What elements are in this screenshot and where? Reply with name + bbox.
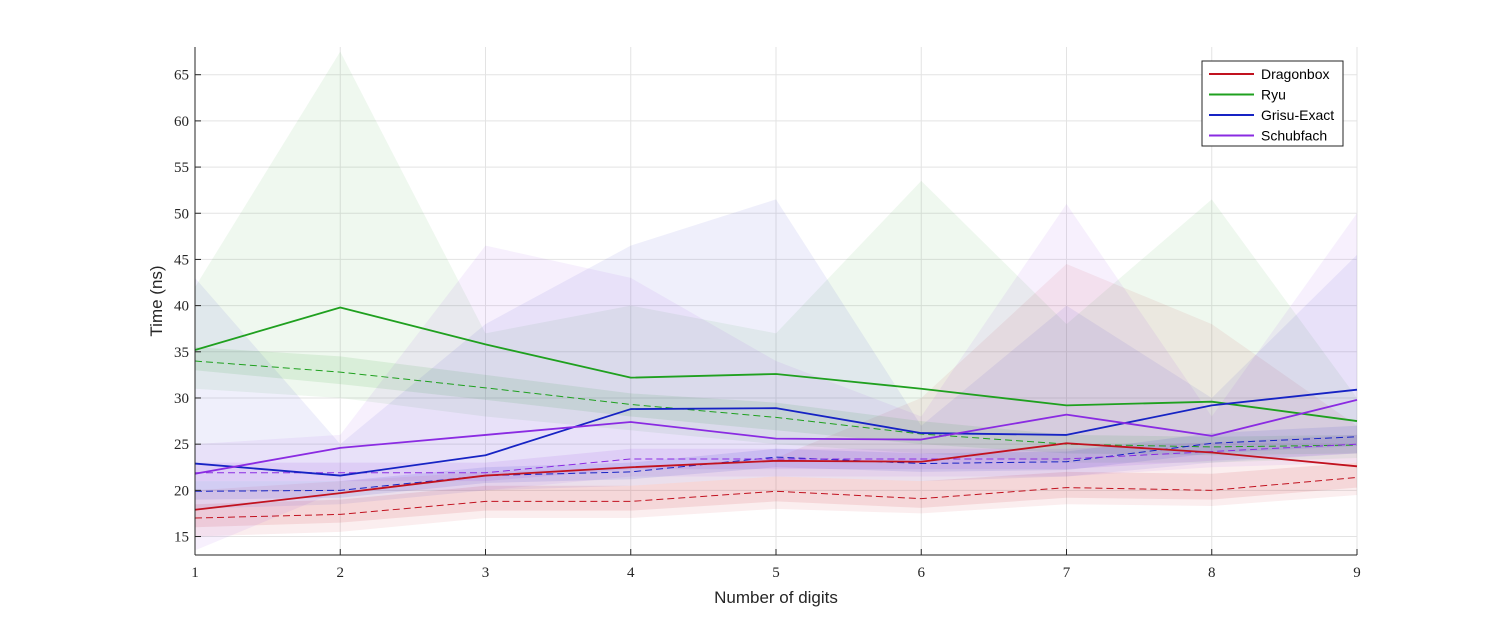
ryu-outer-band [195,51,1357,463]
x-axis-label: Number of digits [714,588,838,607]
y-tick-label-25: 25 [174,437,189,453]
y-tick-label-50: 50 [174,206,189,222]
dragonbox-line [194,442,1358,511]
y-tick-label-40: 40 [174,299,189,315]
dragonbox-inner-band [195,462,1357,528]
confidence-bands [195,51,1357,551]
legend-box [1201,60,1344,147]
x-tick-label-5: 5 [772,565,780,581]
x-tick-labels: 1 2 3 4 5 6 7 8 9 [191,565,1361,581]
legend-label-dragonbox: Dragonbox [1261,66,1330,82]
grisu-exact-inner-band [195,425,1357,500]
x-tick-label-1: 1 [191,565,199,581]
x-tick-label-6: 6 [918,565,926,581]
schubfach-inner-band [195,434,1357,482]
legend: Dragonbox Ryu Grisu-Exact Schubfach [1201,60,1344,147]
schubfach-outer-band [195,204,1357,551]
y-tick-label-60: 60 [174,114,189,130]
y-tick-label-20: 20 [174,483,189,499]
y-tick-label-30: 30 [174,391,189,407]
x-tick-label-9: 9 [1353,565,1361,581]
axes [194,47,1358,556]
ryu-median-line [194,360,1358,448]
x-tick-label-3: 3 [482,565,490,581]
y-axis-label: Time (ns) [147,265,166,336]
grisu-exact-outer-band [195,199,1357,509]
y-tick-label-35: 35 [174,345,189,361]
x-tick-label-4: 4 [627,565,635,581]
dragonbox-median-line [194,476,1358,519]
x-tick-label-7: 7 [1063,565,1071,581]
schubfach-median-line [195,443,1358,474]
grid [194,47,1358,555]
x-tick-label-8: 8 [1208,565,1216,581]
grisu-exact-line [194,388,1358,477]
ryu-line [194,306,1358,422]
y-tick-label-45: 45 [174,252,189,268]
y-tick-labels: 15 20 25 30 35 40 45 50 55 60 65 [174,68,189,546]
ryu-inner-band [195,347,1357,456]
y-tick-label-65: 65 [174,68,189,84]
schubfach-line [194,398,1358,475]
y-tick-label-55: 55 [174,160,189,176]
x-tick-label-2: 2 [337,565,345,581]
mean-lines [194,306,1358,511]
dragonbox-outer-band [195,264,1357,537]
legend-label-ryu: Ryu [1261,87,1286,103]
legend-label-schubfach: Schubfach [1261,128,1327,144]
legend-label-grisu-exact: Grisu-Exact [1261,107,1334,123]
y-tick-label-15: 15 [174,530,189,546]
